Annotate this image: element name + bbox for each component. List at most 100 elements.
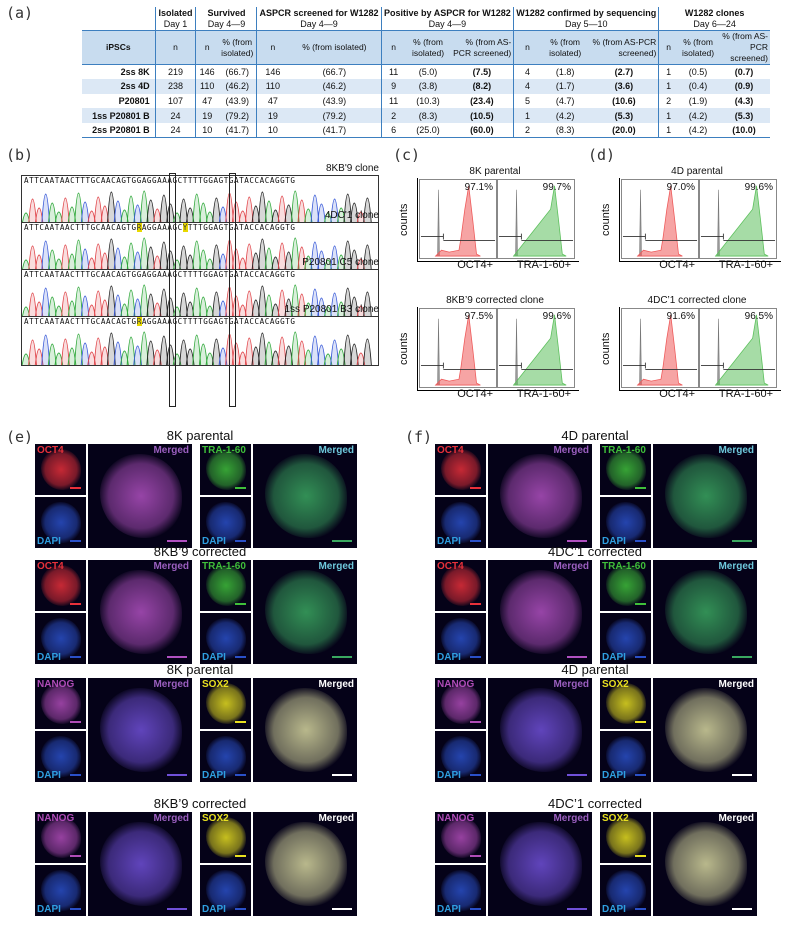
stain-label-merged: Merged	[318, 813, 354, 824]
scale-bar	[167, 656, 187, 658]
cell-ipsc-name: 2ss 8K	[120, 67, 150, 78]
cell-scr-n: 110	[256, 79, 289, 94]
oct4-percent: 97.5%	[464, 311, 493, 322]
scale-bar	[635, 487, 646, 489]
stain-label-dapi: DAPI	[202, 536, 226, 547]
cell-surv-p: (46.2)	[217, 79, 257, 94]
group-clones: W1282 clones Day 6—24	[658, 7, 770, 31]
flow-cytometry-d-top: 4D parental counts 97.0% 99.6% OCT4+ TRA-1-60…	[600, 166, 781, 271]
cell-colony	[500, 688, 582, 772]
cell-pos-n: 9	[380, 79, 406, 94]
y-axis-arrow-icon	[417, 307, 418, 391]
x-axis-label-oct4: OCT4+	[659, 259, 695, 271]
chromatogram-title: 8KB'9 clone	[325, 163, 379, 174]
cell-scr-p: (43.9)	[322, 95, 347, 106]
x-axis-arrow-icon	[619, 261, 781, 262]
micrograph-dapi: DAPI	[35, 613, 86, 664]
cell-pos-pi: (5.0)	[418, 67, 438, 78]
histogram-oct4: 97.1%	[419, 179, 497, 259]
if-group-nanog: NANOG DAPI Merged	[35, 812, 192, 916]
sequence-segment: AGGAAAGC	[141, 317, 183, 326]
clone-screening-table: Isolated Day 1 Survived Day 4—9 ASPCR scre…	[82, 7, 770, 138]
micrograph-sox2: SOX2	[600, 678, 651, 729]
scale-bar	[167, 540, 187, 542]
cell-cl-n: 1	[658, 79, 678, 94]
stain-label-merged: Merged	[718, 813, 754, 824]
y-axis-arrow-icon	[619, 307, 620, 391]
micrograph-dapi: DAPI	[600, 613, 651, 664]
cell-iso: 24	[154, 122, 196, 138]
y-axis-label: counts	[398, 332, 410, 365]
micrograph-merged: Merged	[488, 560, 592, 664]
scale-bar	[567, 540, 587, 542]
if-row-title: 4DC’1 corrected	[548, 544, 642, 559]
scale-bar	[470, 855, 481, 857]
cell-colony	[265, 822, 347, 906]
scale-bar	[235, 721, 246, 723]
cell-colony	[441, 817, 481, 858]
stain-label-dapi: DAPI	[37, 770, 61, 781]
table-row: 2ss 8K 219 146 (66.7) 146 (66.7) 11 (5.0) (7.5) 4…	[82, 64, 770, 80]
cell-colony	[500, 570, 582, 654]
stain-label-merged: Merged	[318, 561, 354, 572]
mutation-base-2: T	[182, 176, 188, 185]
stain-label-oct4: OCT4	[437, 561, 464, 572]
cell-pos-ps: (10.5)	[450, 108, 514, 123]
stain-label-dapi: DAPI	[437, 904, 461, 915]
stain-label-sox2: SOX2	[602, 679, 629, 690]
group-isolated: Isolated Day 1	[154, 7, 196, 31]
cell-colony	[41, 870, 81, 911]
if-row-title: 4D parental	[561, 428, 629, 443]
cell-surv-n: 146	[195, 64, 218, 80]
cell-colony	[100, 822, 182, 906]
mutation-site-box-2	[229, 173, 236, 407]
cell-colony	[265, 570, 347, 654]
micrograph-dapi: DAPI	[600, 731, 651, 782]
cell-cl-n: 1	[658, 108, 678, 123]
base-sequence: ATTCAATAACTTTGCAACAGTGGAGGAAAGCTTTTGGAGT…	[22, 270, 378, 280]
micrograph-merged: Merged	[488, 678, 592, 782]
if-group-tra: TRA-1-60 DAPI Merged	[200, 444, 357, 548]
micrograph-oct4: OCT4	[435, 444, 486, 495]
micrograph-sox2: SOX2	[200, 678, 251, 729]
cell-colony	[606, 870, 646, 911]
cell-pos-n: 11	[380, 64, 406, 80]
cell-colony	[606, 618, 646, 659]
if-row-title: 8KB’9 corrected	[153, 796, 247, 811]
cell-seq-n: 5	[513, 93, 541, 109]
chromatogram-title: 4DC'1 clone	[324, 210, 379, 221]
micrograph-tra: TRA-1-60	[200, 444, 251, 495]
cell-colony	[441, 618, 481, 659]
if-group-tra: TRA-1-60 DAPI Merged	[600, 560, 757, 664]
col-pct-isolated: % (from isolated)	[217, 30, 257, 65]
chromatogram-2: 4DC'1 clone ATTCAATAACTTTGCAACAGTGRAGGAAA…	[21, 210, 379, 272]
mutation-base-2: T	[182, 317, 188, 326]
scale-bar	[70, 855, 81, 857]
micrograph-nanog: NANOG	[35, 678, 86, 729]
micrograph-dapi: DAPI	[200, 497, 251, 548]
cell-pos-pi: (10.3)	[416, 95, 440, 106]
cell-seq-ps: (2.7)	[614, 67, 634, 78]
scale-bar	[235, 908, 246, 910]
flow-cytometry-d-bottom: 4DC’1 corrected clone counts 91.6% 96.5% OCT…	[600, 295, 781, 400]
group-aspcr-screened: ASPCR screened for W1282 Day 4—9	[256, 7, 382, 31]
cell-pos-n: 6	[380, 122, 406, 138]
cell-pos-n: 2	[380, 108, 406, 123]
cell-cl-ps: (0.7)	[734, 67, 754, 78]
micrograph-merged: Merged	[88, 560, 192, 664]
micrograph-nanog: NANOG	[435, 678, 486, 729]
x-axis-label-tra: TRA-1-60+	[516, 388, 571, 400]
micrograph-sox2: SOX2	[200, 812, 251, 863]
cell-seq-pi: (4.7)	[555, 95, 575, 106]
histogram-oct4: 97.5%	[419, 308, 497, 388]
cell-pos-pi: (8.3)	[405, 108, 451, 123]
stain-label-sox2: SOX2	[202, 813, 229, 824]
if-row-title: 4D parental	[561, 662, 629, 677]
cell-seq-n: 4	[513, 79, 541, 94]
cell-pos-pi: (3.8)	[405, 79, 451, 94]
col-n: n	[154, 30, 196, 65]
col-pct-aspcr: % (from AS-PCR screened)	[589, 30, 659, 65]
cell-colony	[100, 688, 182, 772]
if-group-sox2: SOX2 DAPI Merged	[200, 678, 357, 782]
micrograph-merged: Merged	[253, 560, 357, 664]
